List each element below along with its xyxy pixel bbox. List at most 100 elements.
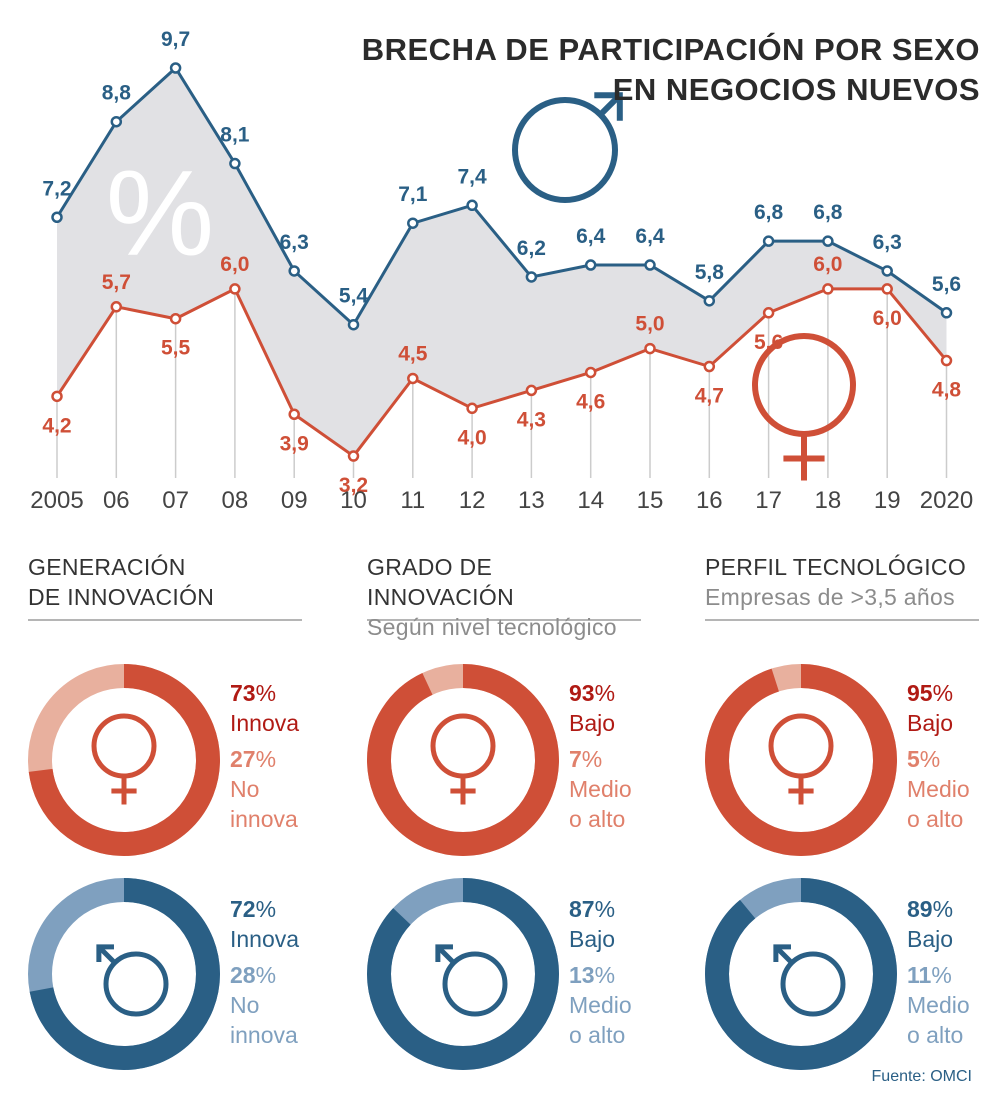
female-symbol-icon bbox=[91, 713, 157, 805]
female-donut-chart bbox=[28, 664, 220, 856]
male-secondary-label: Medio bbox=[569, 992, 632, 1018]
male-donut-primary-slice bbox=[367, 878, 559, 1070]
female-series-line bbox=[55, 286, 948, 459]
female-data-label: 5,6 bbox=[754, 331, 783, 354]
male-legend-secondary-value: 28% bbox=[230, 960, 299, 990]
female-secondary-label: No bbox=[230, 776, 260, 802]
x-tick-label: 10 bbox=[340, 487, 367, 514]
female-legend-primary-value: 93% bbox=[569, 678, 632, 708]
gap-area bbox=[57, 68, 947, 457]
female-legend-primary-value: 73% bbox=[230, 678, 299, 708]
male-data-label: 6,2 bbox=[517, 237, 546, 260]
male-data-label: 7,1 bbox=[398, 183, 428, 206]
x-tick-label: 15 bbox=[637, 487, 664, 514]
female-symbol-ring bbox=[91, 713, 157, 779]
male-symbol-shaft bbox=[97, 945, 117, 965]
x-tick-label: 19 bbox=[874, 487, 901, 514]
female-symbol-ring bbox=[768, 713, 834, 779]
percent-sign: % bbox=[255, 746, 277, 772]
male-symbol-ring bbox=[512, 97, 618, 203]
male-data-label: 6,4 bbox=[576, 225, 606, 248]
female-secondary-label: o alto bbox=[569, 806, 626, 832]
male-data-label: 5,4 bbox=[339, 285, 369, 308]
female-primary-percent: 93 bbox=[569, 680, 595, 706]
x-tick-label: 16 bbox=[696, 487, 723, 514]
male-secondary-percent: 13 bbox=[569, 962, 595, 988]
female-primary-label: Innova bbox=[230, 710, 300, 736]
male-data-label: 8,8 bbox=[102, 82, 132, 105]
female-legend-secondary: 7% Medio o alto bbox=[569, 744, 632, 834]
section-title-line: GENERACIÓN bbox=[28, 554, 186, 580]
male-donut-chart bbox=[28, 878, 220, 1070]
male-data-label: 6,8 bbox=[813, 201, 843, 224]
female-donut-primary-slice bbox=[705, 664, 897, 856]
percent-sign: % bbox=[932, 896, 954, 922]
male-point bbox=[51, 211, 63, 223]
male-legend-primary-value: 87% bbox=[569, 894, 632, 924]
male-point bbox=[822, 235, 834, 247]
male-symbol-arrowhead bbox=[96, 944, 114, 962]
female-point bbox=[940, 354, 953, 367]
section-title-line: PERFIL TECNOLÓGICO bbox=[705, 554, 967, 580]
female-primary-percent: 73 bbox=[230, 680, 256, 706]
female-point bbox=[51, 390, 63, 403]
female-donut-chart bbox=[705, 664, 897, 856]
male-point bbox=[288, 265, 300, 277]
section-title-line: DE INNOVACIÓN bbox=[28, 584, 215, 610]
male-data-label: 6,3 bbox=[280, 231, 309, 254]
female-point bbox=[644, 342, 656, 355]
female-data-label: 6,0 bbox=[813, 253, 842, 276]
male-point bbox=[525, 271, 538, 283]
male-donut-chart bbox=[705, 878, 897, 1070]
male-symbol-arrowhead bbox=[594, 92, 623, 121]
female-legend: 95% Bajo 5% Medio o alto bbox=[907, 678, 970, 840]
male-legend-primary: 89% Bajo bbox=[907, 894, 970, 954]
chart-title-line-2: EN NEGOCIOS NUEVOS bbox=[612, 72, 980, 107]
male-point bbox=[229, 157, 241, 170]
x-tick-label: 14 bbox=[577, 487, 604, 514]
female-point bbox=[525, 384, 538, 397]
male-legend-primary: 72% Innova bbox=[230, 894, 299, 954]
x-tick-label: 2020 bbox=[920, 487, 973, 514]
section-divider bbox=[28, 619, 302, 621]
female-point bbox=[466, 402, 478, 415]
female-symbol-icon bbox=[768, 713, 834, 805]
female-point bbox=[584, 366, 597, 379]
female-point bbox=[110, 301, 123, 313]
male-symbol-shaft bbox=[774, 945, 794, 965]
female-data-label: 4,5 bbox=[398, 342, 428, 365]
male-secondary-label: Medio bbox=[907, 992, 970, 1018]
source-note: Fuente: OMCI bbox=[871, 1068, 972, 1085]
x-tick-label: 17 bbox=[755, 487, 782, 514]
female-primary-percent: 95 bbox=[907, 680, 933, 706]
x-tick-label: 12 bbox=[459, 487, 486, 514]
male-primary-percent: 89 bbox=[907, 896, 933, 922]
female-secondary-percent: 7 bbox=[569, 746, 582, 772]
female-data-label: 3,2 bbox=[339, 474, 368, 497]
male-primary-label: Bajo bbox=[569, 926, 616, 952]
male-data-label: 6,4 bbox=[635, 225, 665, 248]
male-secondary-label: innova bbox=[230, 1022, 298, 1048]
female-symbol-icon bbox=[752, 333, 856, 481]
female-point bbox=[762, 307, 775, 319]
percent-sign: % bbox=[931, 962, 952, 988]
female-secondary-label: o alto bbox=[907, 806, 964, 832]
female-symbol-icon bbox=[430, 713, 496, 805]
x-tick-label: 18 bbox=[815, 487, 842, 514]
male-point bbox=[881, 265, 893, 277]
chart-title: BRECHA DE PARTICIPACIÓN POR SEXO EN NEGO… bbox=[362, 30, 980, 110]
male-symbol-icon bbox=[96, 944, 169, 1017]
male-legend-primary-value: 72% bbox=[230, 894, 299, 924]
male-data-label: 6,8 bbox=[754, 201, 784, 224]
male-primary-percent: 87 bbox=[569, 896, 595, 922]
male-legend: 89% Bajo 11% Medio o alto bbox=[907, 894, 970, 1056]
percent-sign: % bbox=[594, 896, 616, 922]
female-data-label: 6,0 bbox=[873, 307, 902, 330]
male-point bbox=[407, 217, 419, 229]
female-data-label: 6,0 bbox=[220, 253, 249, 276]
percent-sign: % bbox=[919, 746, 941, 772]
female-legend-secondary-value: 5% bbox=[907, 744, 970, 774]
female-secondary-label: Medio bbox=[907, 776, 970, 802]
female-primary-label: Bajo bbox=[569, 710, 616, 736]
male-donut-chart bbox=[367, 878, 559, 1070]
